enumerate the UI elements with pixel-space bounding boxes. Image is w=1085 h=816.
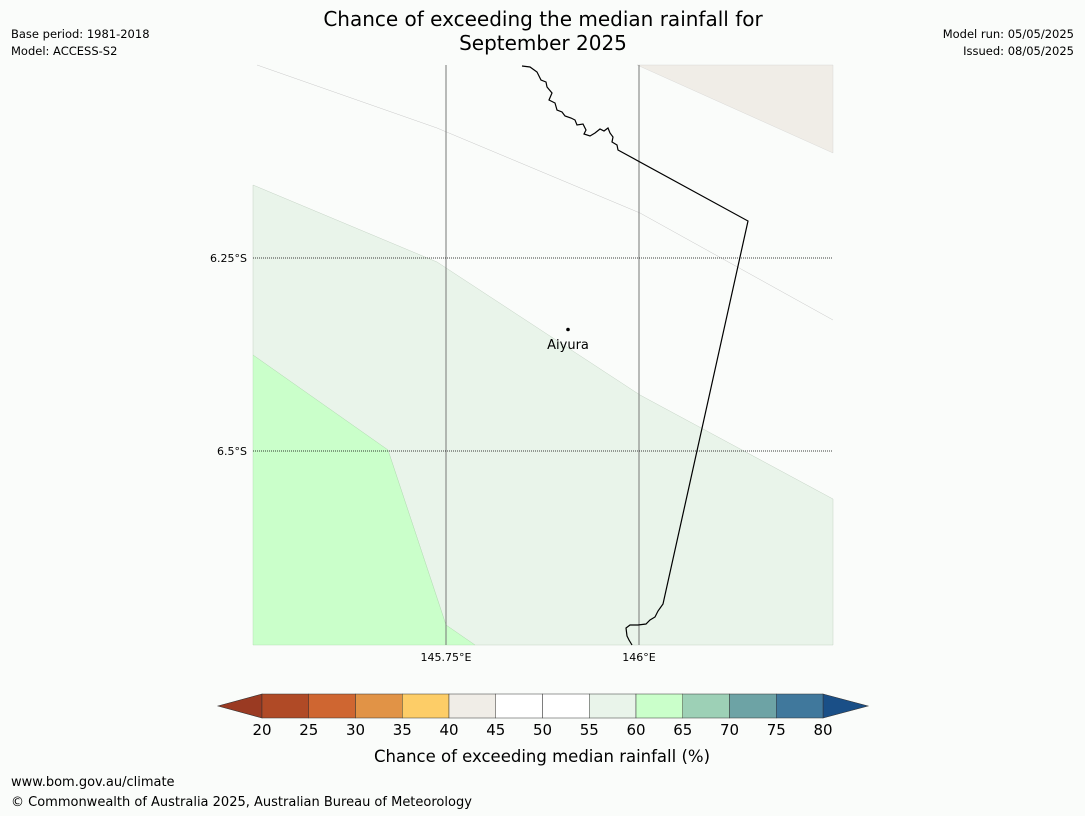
- colorbar-tick-label: 20: [252, 721, 271, 739]
- location-label: Aiyura: [547, 338, 589, 353]
- colorbar-bin: [682, 693, 730, 719]
- title-line-1: Chance of exceeding the median rainfall …: [323, 7, 763, 31]
- colorbar-tick-label: 30: [346, 721, 365, 739]
- location-marker: [566, 327, 570, 332]
- colorbar-bin: [729, 693, 777, 719]
- colorbar-tick-label: 45: [486, 721, 505, 739]
- colorbar-bin: [542, 693, 590, 719]
- colorbar-tick-label: 40: [439, 721, 458, 739]
- model-run: Model run: 05/05/2025: [942, 27, 1074, 41]
- province-border: [521, 65, 749, 646]
- lat-label-6-25: 6.25°S: [210, 252, 247, 265]
- colorbar-under-arrow: [216, 693, 263, 719]
- title-line-2: September 2025: [459, 31, 627, 55]
- colorbar-tick-label: 75: [767, 721, 786, 739]
- model-name: Model: ACCESS-S2: [11, 44, 118, 58]
- colorbar-bin: [495, 693, 543, 719]
- colorbar-tick-label: 80: [813, 721, 832, 739]
- contour-line: [256, 64, 834, 321]
- lon-label-145-75: 145.75°E: [421, 651, 472, 664]
- colorbar-bin: [355, 693, 403, 719]
- lat-label-6-5: 6.5°S: [217, 445, 247, 458]
- colorbar: 20 25 30 35 40 45 50 55 60 65 70 75 80 Chance of exc…: [216, 693, 870, 766]
- colorbar-bin: [589, 693, 637, 719]
- metadata-right: Model run: 05/05/2025 Issued: 08/05/2025: [943, 26, 1074, 60]
- colorbar-tick-label: 60: [626, 721, 645, 739]
- colorbar-bin: [776, 693, 824, 719]
- colorbar-bin: [448, 693, 496, 719]
- colorbar-bin: [402, 693, 450, 719]
- metadata-left: Base period: 1981-2018 Model: ACCESS-S2: [11, 26, 150, 60]
- colorbar-bin: [308, 693, 356, 719]
- map-title: Chance of exceeding the median rainfall …: [243, 7, 843, 55]
- colorbar-label: Chance of exceeding median rainfall (%): [374, 747, 710, 766]
- colorbar-bin: [635, 693, 683, 719]
- issued-date: Issued: 08/05/2025: [963, 44, 1074, 58]
- colorbar-tick-label: 50: [533, 721, 552, 739]
- region-40-45: [636, 64, 834, 154]
- map-panel: Aiyura 6.25°S 6.5°S 145.75°E 146°E: [210, 64, 834, 664]
- colorbar-tick-label: 35: [393, 721, 412, 739]
- colorbar-tick-label: 65: [673, 721, 692, 739]
- base-period: Base period: 1981-2018: [11, 27, 150, 41]
- footer-copyright: © Commonwealth of Australia 2025, Austra…: [11, 795, 472, 810]
- region-60-65: [252, 354, 476, 646]
- colorbar-over-arrow: [822, 693, 870, 719]
- colorbar-bin: [261, 693, 309, 719]
- colorbar-tick-label: 55: [580, 721, 599, 739]
- colorbar-tick-label: 25: [299, 721, 318, 739]
- lon-label-146: 146°E: [622, 651, 655, 664]
- colorbar-tick-label: 70: [720, 721, 739, 739]
- footer-url: www.bom.gov.au/climate: [11, 775, 175, 790]
